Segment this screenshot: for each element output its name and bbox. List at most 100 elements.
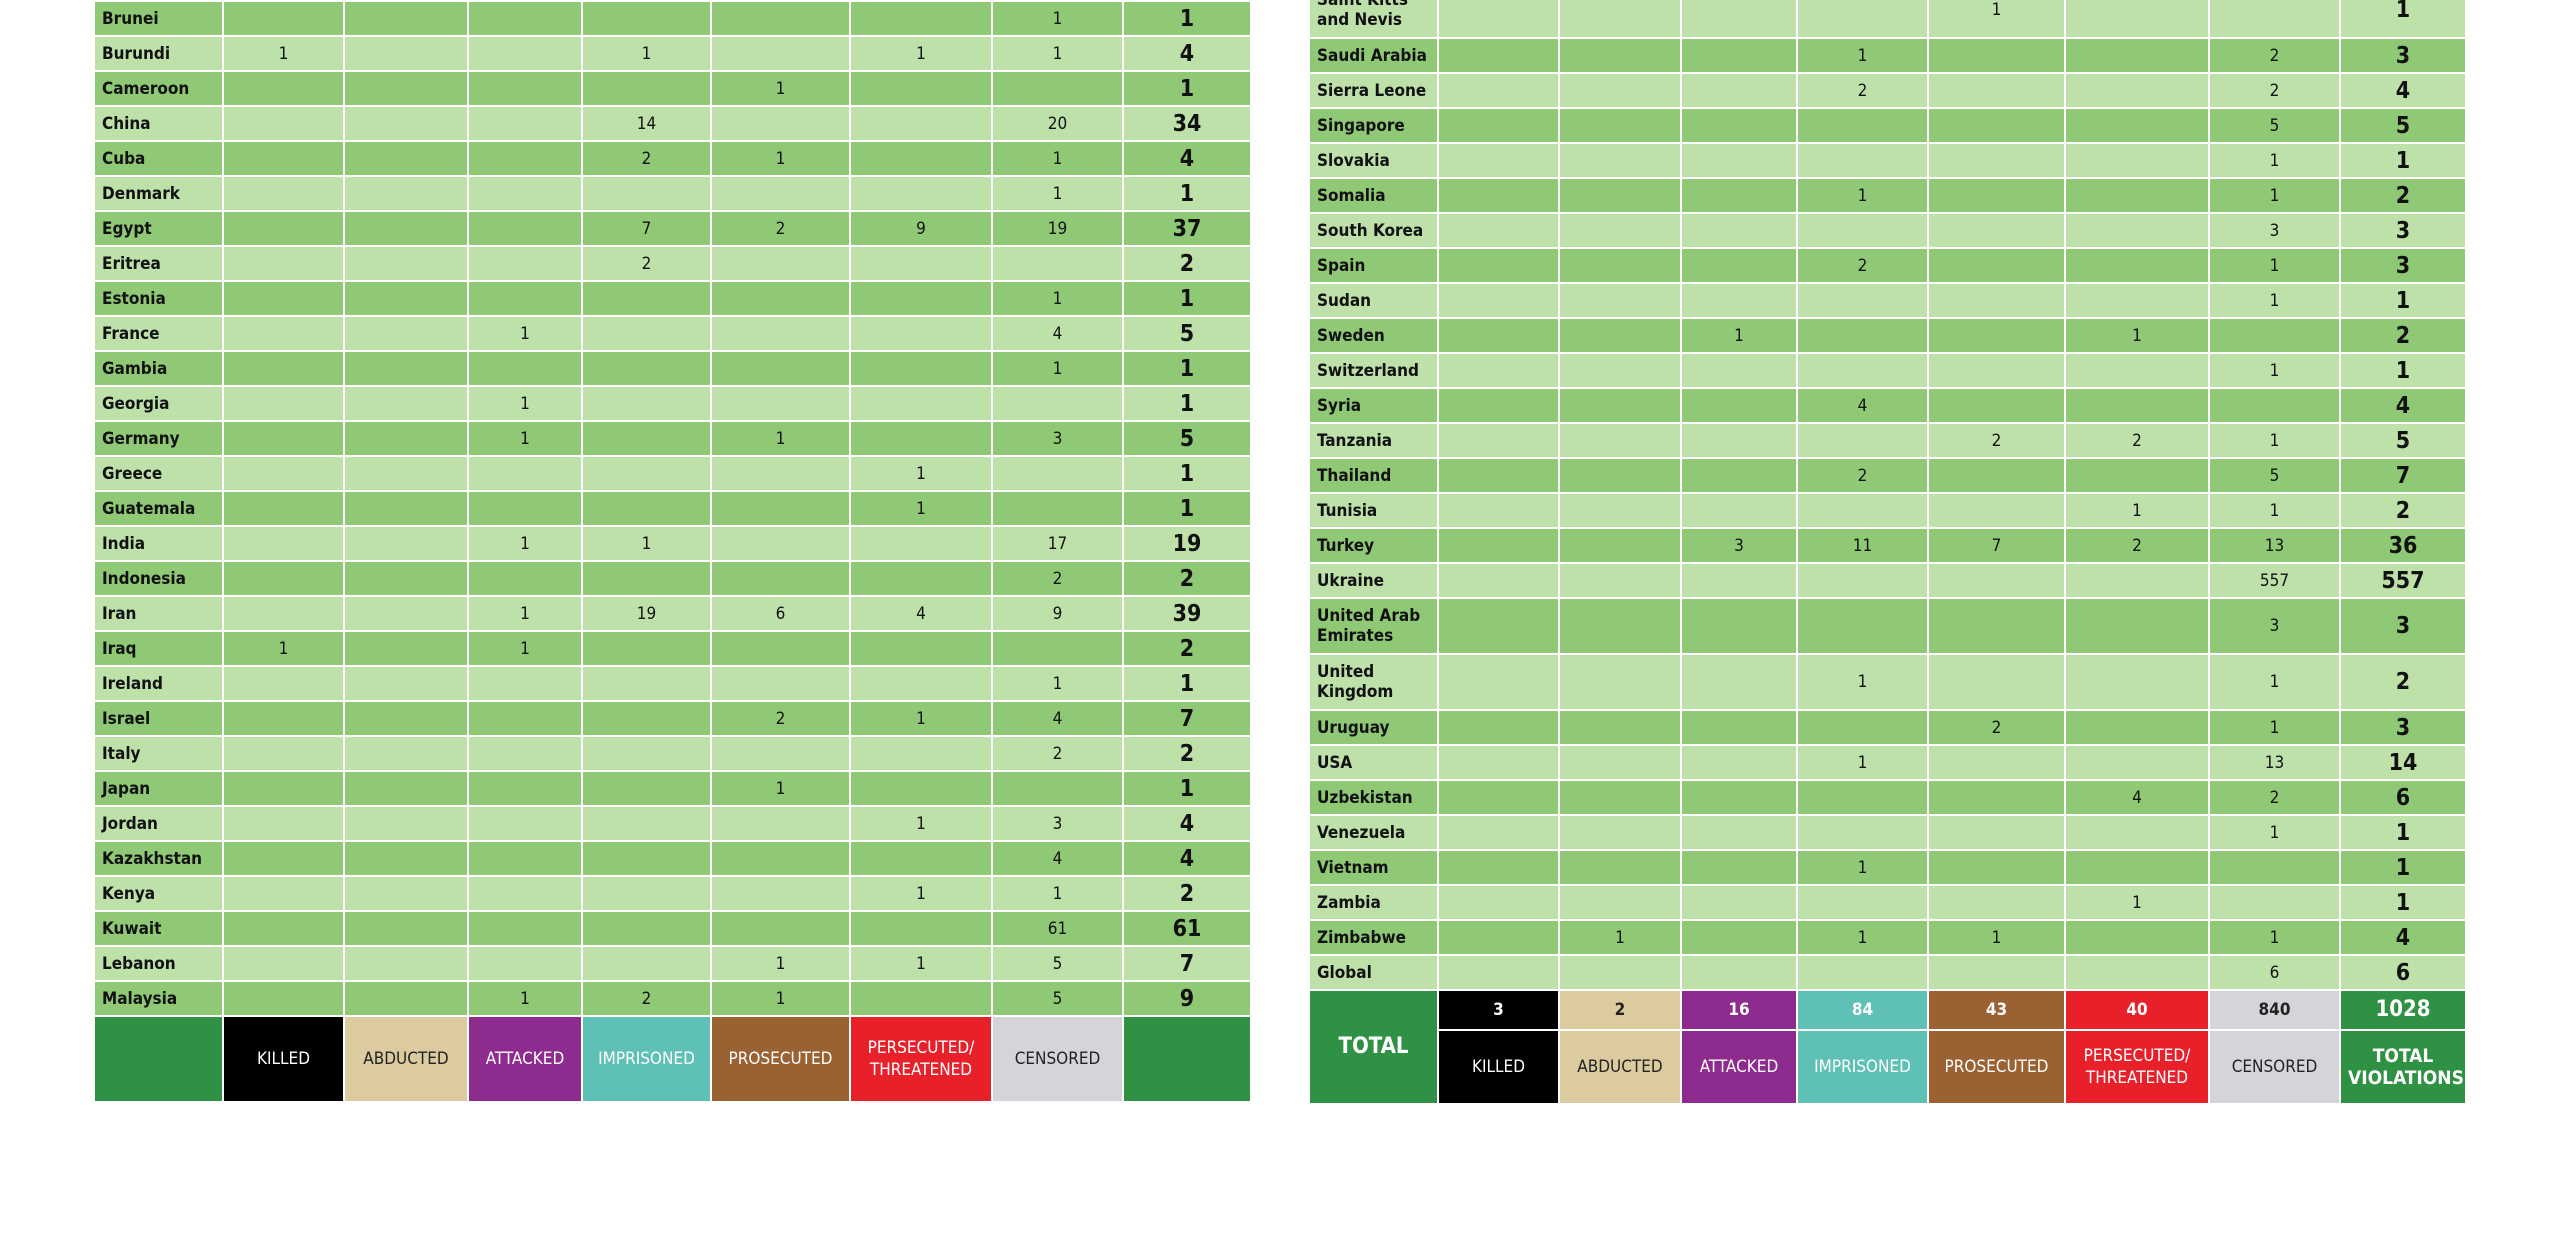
cell-value	[343, 945, 469, 982]
country-name: France	[93, 315, 224, 352]
cell-value	[222, 140, 345, 177]
cell-value	[1437, 317, 1560, 354]
table-row: Lebanon 1 1 5 7	[93, 945, 1252, 982]
country-name: Sierra Leone	[1308, 72, 1439, 109]
cell-value	[467, 560, 583, 597]
cell-value	[710, 560, 851, 597]
cell-value	[1680, 954, 1798, 991]
cell-value	[710, 525, 851, 562]
cell-value	[222, 910, 345, 947]
country-name: Slovakia	[1308, 142, 1439, 179]
cell-value	[581, 840, 712, 877]
cell-value	[1558, 492, 1682, 529]
row-total: 557	[2339, 562, 2467, 599]
cell-value	[1558, 177, 1682, 214]
row-total: 1	[1122, 0, 1252, 37]
country-name: Iran	[93, 595, 224, 632]
cell-value: 1	[849, 805, 993, 842]
table-row: Cuba 2 1 1 4	[93, 140, 1252, 177]
table-row: Ireland 1 1	[93, 665, 1252, 702]
cell-value: 4	[991, 840, 1124, 877]
table-row: Eritrea 2 2	[93, 245, 1252, 282]
row-total: 5	[1122, 420, 1252, 457]
cell-value	[343, 315, 469, 352]
cell-value	[1927, 212, 2066, 249]
cell-value	[1437, 457, 1560, 494]
table-row: Slovakia 1 1	[1308, 142, 2467, 179]
total-value: 2	[1558, 989, 1682, 1031]
country-name: Ireland	[93, 665, 224, 702]
cell-value	[1927, 72, 2066, 109]
country-name: United Arab Emirates	[1308, 597, 1439, 655]
row-total: 1	[2339, 352, 2467, 389]
cell-value	[1680, 814, 1798, 851]
cell-value	[581, 630, 712, 667]
cell-value	[1796, 814, 1929, 851]
country-name: USA	[1308, 744, 1439, 781]
cell-value	[1927, 282, 2066, 319]
country-name: Sweden	[1308, 317, 1439, 354]
cell-value	[222, 770, 345, 807]
cell-value	[1927, 37, 2066, 74]
cell-value: 1	[710, 945, 851, 982]
cell-value	[343, 0, 469, 37]
cell-value: 1	[991, 875, 1124, 912]
cell-value	[343, 840, 469, 877]
table-row: Somalia 1 1 2	[1308, 177, 2467, 214]
cell-value	[1558, 37, 1682, 74]
table-row: United Kingdom 1 1 2	[1308, 653, 2467, 711]
table-row: Syria 4 4	[1308, 387, 2467, 424]
country-name: Jordan	[93, 805, 224, 842]
country-name: Venezuela	[1308, 814, 1439, 851]
table-row: Vietnam 1 1	[1308, 849, 2467, 886]
cell-value	[581, 560, 712, 597]
cell-value	[2064, 107, 2210, 144]
cell-value	[343, 665, 469, 702]
total-value: 3	[1437, 989, 1560, 1031]
cell-value: 1	[1927, 0, 2066, 39]
cell-value	[849, 735, 993, 772]
cell-value: 2	[2064, 527, 2210, 564]
cell-value	[710, 315, 851, 352]
cell-value	[1437, 597, 1560, 655]
cell-value	[991, 630, 1124, 667]
row-total: 2	[1122, 735, 1252, 772]
cell-value	[1680, 107, 1798, 144]
country-name: Kazakhstan	[93, 840, 224, 877]
cell-value	[222, 840, 345, 877]
cell-value	[2064, 282, 2210, 319]
cell-value	[1680, 247, 1798, 284]
row-total: 1	[1122, 665, 1252, 702]
cell-value	[581, 0, 712, 37]
cell-value	[1558, 779, 1682, 816]
cell-value	[1680, 282, 1798, 319]
table-row: Global 6 6	[1308, 954, 2467, 991]
cell-value	[2208, 317, 2341, 354]
table-row: Guatemala 1 1	[93, 490, 1252, 527]
cell-value	[1680, 779, 1798, 816]
cell-value	[849, 910, 993, 947]
cell-value	[991, 385, 1124, 422]
cell-value	[222, 175, 345, 212]
cell-value	[2064, 177, 2210, 214]
country-name: Malaysia	[93, 980, 224, 1017]
cell-value	[1680, 919, 1798, 956]
cell-value: 13	[2208, 744, 2341, 781]
table-row: United Arab Emirates 3 3	[1308, 597, 2467, 655]
cell-value: 1	[710, 770, 851, 807]
cell-value	[1558, 352, 1682, 389]
cell-value	[1927, 954, 2066, 991]
legend-cell: CENSORED	[991, 1015, 1124, 1103]
cell-value	[1558, 849, 1682, 886]
table-row: Cameroon 1 1	[93, 70, 1252, 107]
row-total: 4	[1122, 140, 1252, 177]
cell-value	[222, 735, 345, 772]
legend-cell: TOTAL VIOLATIONS	[2339, 1029, 2467, 1105]
cell-value	[1558, 387, 1682, 424]
cell-value: 2	[2208, 72, 2341, 109]
cell-value: 4	[2064, 779, 2210, 816]
total-value: 43	[1927, 989, 2066, 1031]
table-row: Jordan 1 3 4	[93, 805, 1252, 842]
cell-value	[467, 735, 583, 772]
cell-value	[2064, 653, 2210, 711]
